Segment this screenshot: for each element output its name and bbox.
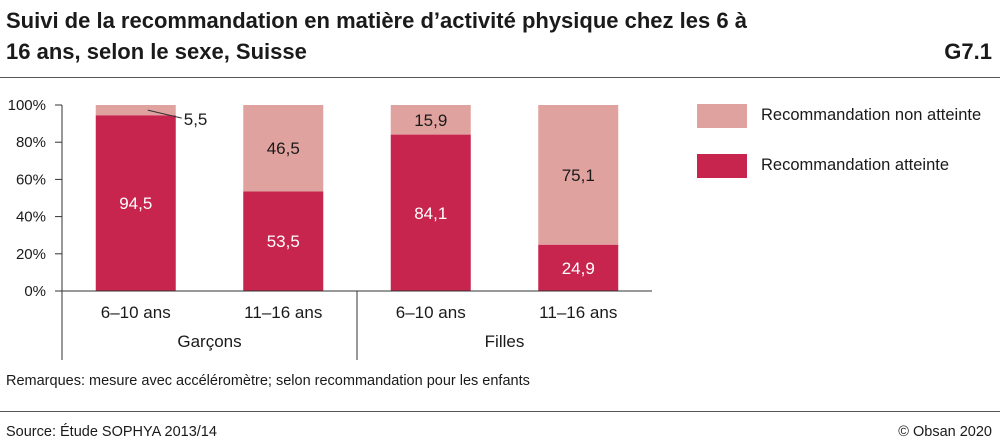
- x-tick-label: 11–16 ans: [244, 303, 322, 322]
- bar-segment: [538, 105, 619, 245]
- copyright-text: © Obsan 2020: [898, 424, 992, 440]
- group-label: Garçons: [177, 332, 241, 351]
- data-label: 53,5: [267, 232, 300, 251]
- y-tick-label: 20%: [16, 246, 46, 263]
- bar-segment: [390, 134, 471, 291]
- bar-segment: [243, 105, 324, 192]
- data-label: 46,5: [267, 139, 300, 158]
- bars: 94,5 5,5 53,5 46,5 84,1 15,9 24,9 75,1: [95, 105, 619, 291]
- figure-id: G7.1: [944, 39, 992, 64]
- bar-segment: [243, 191, 324, 291]
- data-label-leader: [147, 109, 182, 119]
- x-tick-label: 6–10 ans: [396, 303, 466, 322]
- x-axis: 6–10 ans 11–16 ans 6–10 ans 11–16 ansGarçon…: [62, 290, 652, 360]
- y-axis: 0% 20% 40% 60% 80% 100%: [8, 97, 63, 360]
- x-tick-label: 11–16 ans: [539, 303, 617, 322]
- x-tick-label: 6–10 ans: [101, 303, 171, 322]
- bar-segment: [538, 244, 619, 291]
- data-label: 5,5: [184, 110, 208, 129]
- legend-item-not-met: Recommandation non atteinte: [697, 104, 997, 154]
- bar-segment: [95, 115, 176, 291]
- y-tick-label: 40%: [16, 209, 46, 226]
- legend-swatch-met: [697, 154, 747, 178]
- remarks-note: Remarques: mesure avec accéléromètre; se…: [6, 373, 530, 389]
- legend-item-met: Recommandation atteinte: [697, 154, 997, 204]
- top-divider: [0, 77, 1000, 78]
- data-label: 15,9: [414, 111, 447, 130]
- legend-swatch-not-met: [697, 104, 747, 128]
- y-tick-label: 100%: [8, 97, 46, 114]
- bar-chart: 0% 20% 40% 60% 80% 100% 94,5 5,5 53,5 46,5 84,1 15…: [8, 97, 652, 360]
- data-label: 75,1: [562, 166, 595, 185]
- data-label: 84,1: [414, 204, 447, 223]
- y-tick-label: 80%: [16, 134, 46, 151]
- legend-label-not-met: Recommandation non atteinte: [761, 106, 982, 124]
- y-tick-label: 60%: [16, 171, 46, 188]
- bar-segment: [95, 105, 176, 116]
- source-text: Source: Étude SOPHYA 2013/14: [6, 424, 217, 440]
- chart-title: Suivi de la recommandation en matière d’…: [6, 8, 747, 64]
- legend-label-met: Recommandation atteinte: [761, 156, 950, 174]
- legend: Recommandation non atteinte Recommandati…: [697, 104, 997, 204]
- bar-segment: [390, 105, 471, 135]
- bottom-divider: [0, 411, 1000, 412]
- group-label: Filles: [485, 332, 525, 351]
- y-tick-label: 0%: [24, 283, 46, 300]
- data-label: 24,9: [562, 259, 595, 278]
- data-label: 94,5: [119, 194, 152, 213]
